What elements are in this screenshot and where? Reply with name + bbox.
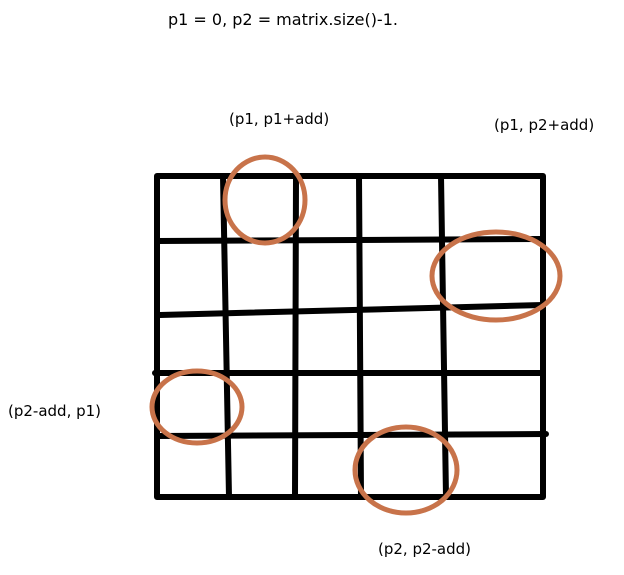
label-top-right: (p1, p2+add) — [494, 116, 595, 134]
circle-top-left — [222, 154, 308, 246]
label-left: (p2-add, p1) — [8, 402, 102, 420]
grid-col-line-1 — [220, 173, 232, 500]
circle-left — [149, 368, 245, 446]
grid-row-line-1 — [154, 236, 546, 244]
circle-top-right — [429, 229, 563, 323]
matrix-grid — [152, 173, 549, 500]
label-top-left: (p1, p1+add) — [229, 110, 330, 128]
grid-row-line-4 — [154, 431, 549, 439]
grid-col-line-4 — [438, 173, 449, 500]
highlight-circles — [149, 154, 563, 516]
grid-col-line-3 — [356, 173, 364, 500]
grid-row-line-2 — [157, 302, 546, 318]
label-bottom: (p2, p2-add) — [378, 540, 472, 558]
circle-bottom — [352, 424, 460, 516]
grid-border — [154, 173, 546, 500]
diagram-title: p1 = 0, p2 = matrix.size()-1. — [168, 10, 398, 29]
